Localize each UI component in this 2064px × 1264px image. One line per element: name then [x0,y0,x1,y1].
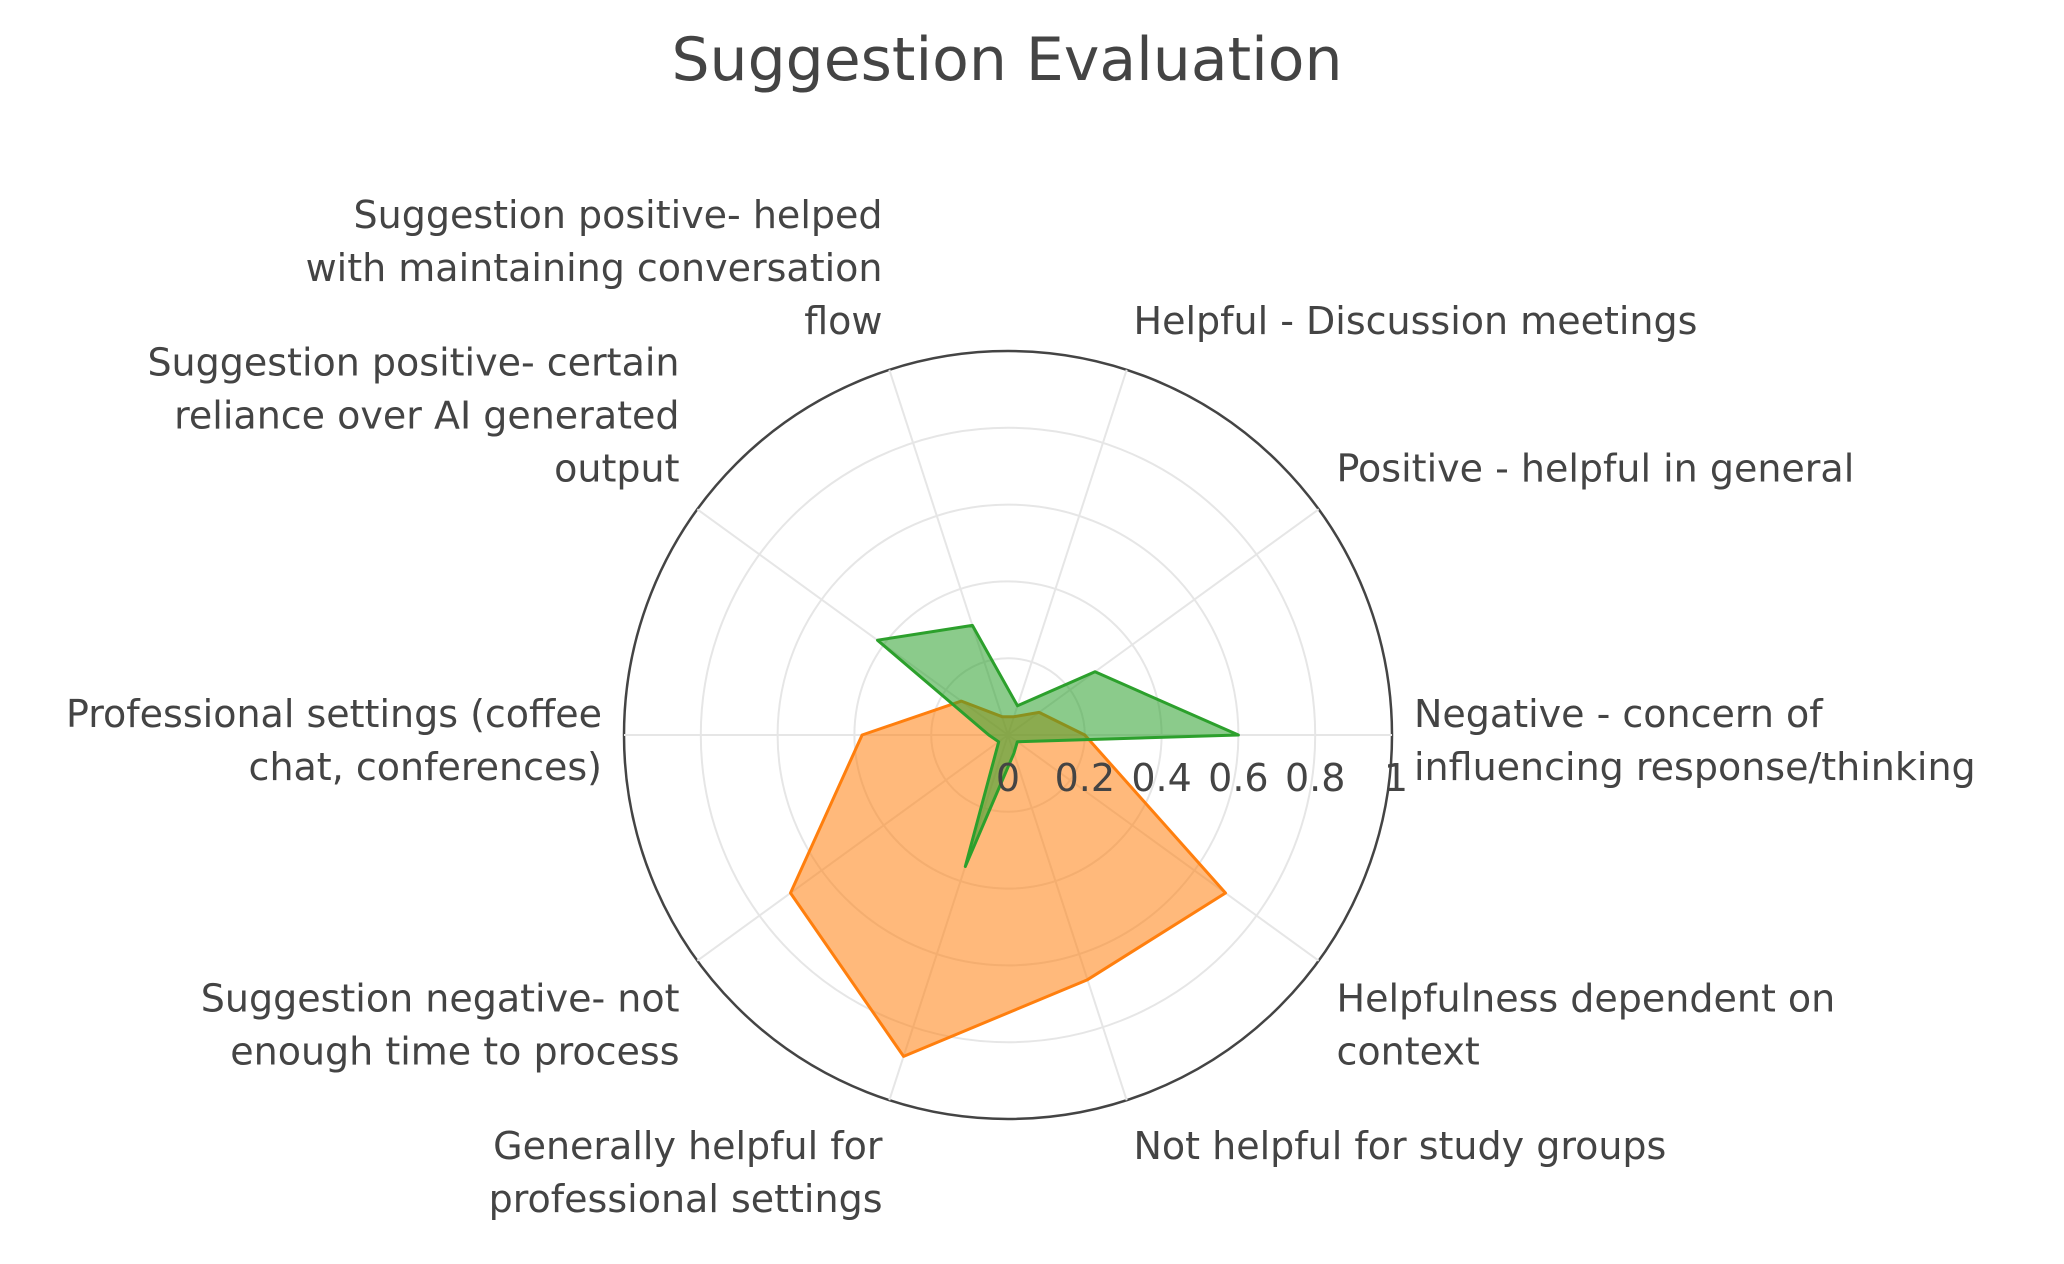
category-label: Suggestion positive- certain reliance ove… [147,340,679,490]
category-label: Positive - helpful in general [1337,446,1855,490]
category-label: Professional settings (coffee chat, confe… [66,692,602,789]
category-label-line: Positive - helpful in general [1337,446,1855,490]
category-label-line: Generally helpful for [493,1124,883,1168]
radial-tick-label: 0.2 [1055,756,1115,800]
category-label: Suggestion negative- not enough time to p… [201,977,680,1074]
radial-tick-label: 1 [1384,756,1408,800]
category-label-line: Suggestion negative- not [201,977,680,1021]
category-labels: Negative - concern of influencing respons… [66,193,1976,1221]
category-label-line: output [554,446,679,490]
category-label-line: influencing response/thinking [1414,745,1976,789]
category-label-line: Negative - concern of [1414,692,1824,736]
series-layer [789,623,1240,1058]
category-label: Generally helpful for professional settin… [489,1124,883,1221]
category-label-line: reliance over AI generated [174,393,679,437]
category-label: Helpful - Discussion meetings [1134,299,1698,343]
category-label-line: Helpful - Discussion meetings [1134,299,1698,343]
category-label-line: Helpfulness dependent on [1337,977,1836,1021]
category-label-line: Not helpful for study groups [1134,1124,1667,1168]
radial-tick-label: 0 [996,756,1020,800]
category-label-line: with maintaining conversation [306,246,883,290]
category-label-line: enough time to process [230,1030,679,1074]
category-label-line: Suggestion positive- helped [354,193,883,237]
category-label: Suggestion positive- helped with maintain… [306,193,883,343]
category-label-line: professional settings [489,1177,883,1221]
category-label-line: chat, conferences) [249,745,602,789]
chart-title: Suggestion Evaluation [671,25,1342,95]
category-label-line: Suggestion positive- certain [147,340,679,384]
radial-tick-label: 0.6 [1208,756,1268,800]
category-label: Helpfulness dependent on context [1337,977,1836,1074]
category-label-line: context [1337,1030,1480,1074]
category-label-line: Professional settings (coffee [66,692,602,736]
angular-spoke [1007,369,1128,736]
category-label: Not helpful for study groups [1134,1124,1667,1168]
category-label-line: flow [804,299,882,343]
category-label: Negative - concern of influencing respons… [1414,692,1976,789]
radial-tick-labels: 0 0.2 0.4 0.6 0.8 1 [996,756,1408,800]
radial-tick-label: 0.8 [1285,756,1345,800]
radial-tick-label: 0.4 [1131,756,1191,800]
